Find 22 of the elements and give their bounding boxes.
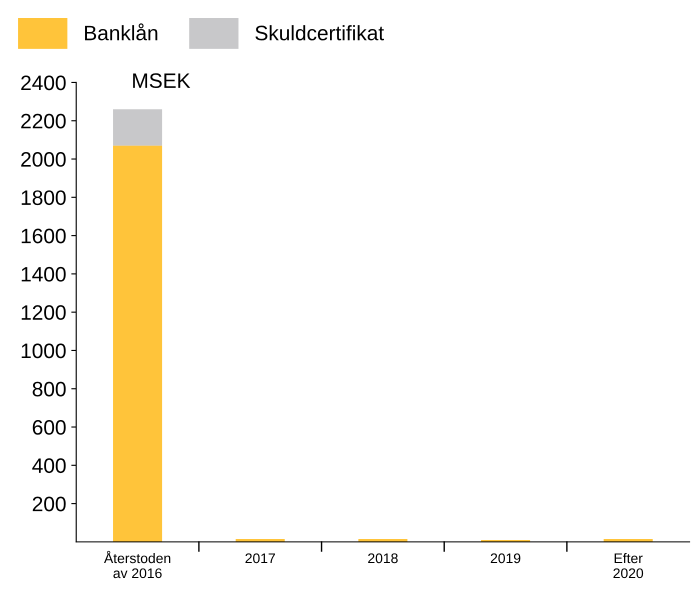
y-tick-label: 600 — [32, 420, 66, 435]
y-tick-label: 2000 — [21, 152, 66, 167]
y-axis-title: MSEK — [133, 73, 190, 88]
x-tick-label: Efter 2020 — [613, 553, 644, 578]
y-tick-label: 2400 — [21, 75, 66, 90]
y-tick-label: 1400 — [22, 266, 66, 282]
y-tick-label: 800 — [32, 382, 66, 396]
bar — [113, 109, 162, 146]
y-tick-label: 1200 — [22, 305, 66, 320]
y-tick-label: 1600 — [22, 228, 66, 244]
x-tick-label: Återstoden av 2016 — [104, 550, 170, 578]
y-tick-label: 400 — [32, 458, 66, 474]
x-tick-label: 2017 — [245, 553, 275, 564]
y-tick-label: 1800 — [22, 190, 66, 206]
legend-label: Banklån — [85, 23, 158, 40]
y-tick-label: 200 — [32, 496, 66, 512]
bar — [113, 146, 162, 542]
x-tick-label: 2018 — [368, 553, 398, 564]
x-tick-label: 2019 — [490, 553, 520, 564]
y-tick-label: 1000 — [22, 343, 66, 358]
legend-label: Skuldcertifikat — [255, 25, 384, 40]
y-tick-label: 2200 — [21, 114, 66, 128]
